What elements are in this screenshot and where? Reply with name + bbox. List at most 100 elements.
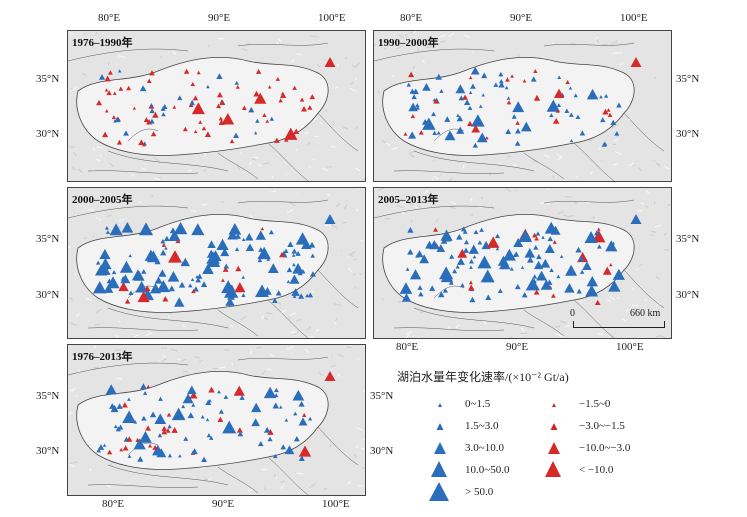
panel-title: 2005–2013年 — [378, 194, 439, 206]
decrease-marker — [104, 75, 111, 82]
lat-tick-label: 30°N — [36, 445, 60, 457]
increase-marker — [449, 254, 455, 259]
increase-marker — [477, 240, 483, 245]
increase-marker — [541, 235, 545, 239]
increase-marker — [455, 264, 460, 269]
increase-marker — [267, 436, 273, 442]
increase-marker — [514, 283, 521, 290]
increase-marker — [308, 241, 316, 248]
decrease-marker — [468, 284, 475, 291]
increase-marker — [480, 269, 495, 283]
decrease-marker — [96, 99, 102, 106]
increase-marker — [527, 256, 534, 263]
decrease-marker — [467, 120, 473, 127]
lat-tick-label: 35°N — [36, 390, 60, 402]
decrease-marker — [262, 113, 267, 117]
decrease-marker — [279, 251, 285, 258]
increase-marker — [267, 263, 279, 274]
legend-label: < −10.0 — [579, 464, 614, 476]
legend-label: > 50.0 — [465, 486, 494, 498]
decrease-marker — [254, 92, 267, 104]
increase-marker — [97, 444, 105, 450]
decrease-marker — [234, 282, 246, 293]
increase-marker — [280, 444, 287, 450]
decrease-marker — [190, 81, 196, 87]
increase-marker — [128, 253, 132, 258]
increase-marker — [113, 119, 117, 123]
increase-marker — [469, 296, 476, 303]
qinghai-lake-marker — [324, 214, 336, 224]
increase-marker — [556, 103, 562, 107]
increase-marker — [257, 440, 264, 447]
decrease-marker — [146, 78, 152, 83]
increase-marker — [149, 411, 157, 418]
increase-marker — [115, 426, 122, 432]
scale-start-label: 0 — [570, 308, 575, 319]
increase-marker — [152, 444, 164, 456]
increase-marker — [455, 84, 466, 94]
increase-marker — [168, 285, 175, 292]
increase-marker — [273, 387, 279, 393]
decrease-marker — [293, 128, 300, 134]
decrease-marker — [273, 137, 280, 143]
increase-marker — [536, 270, 548, 281]
increase-marker — [432, 130, 437, 135]
decrease-marker — [275, 76, 281, 81]
increase-marker — [245, 232, 254, 241]
increase-marker — [289, 274, 300, 284]
increase-marker — [293, 411, 298, 416]
qinghai-lake-marker — [324, 371, 336, 381]
decrease-marker — [485, 136, 489, 140]
increase-marker — [286, 279, 291, 284]
increase-marker — [139, 431, 152, 443]
increase-marker — [471, 114, 485, 127]
increase-marker — [190, 277, 195, 281]
decrease-marker — [265, 119, 270, 123]
decrease-marker — [607, 112, 613, 117]
increase-marker — [511, 114, 517, 119]
increase-marker — [121, 221, 134, 233]
decrease-marker — [253, 90, 260, 97]
increase-marker — [208, 435, 214, 440]
decrease-marker — [165, 428, 171, 433]
lat-tick-label: 30°N — [370, 445, 394, 457]
increase-marker — [127, 397, 131, 401]
increase-marker — [445, 235, 452, 242]
decrease-marker — [515, 120, 520, 125]
legend: 湖泊水量年变化速率/(×10⁻² Gt/a) 0~1.5 1.5~3.0 3.0… — [395, 368, 715, 508]
decrease-marker — [216, 91, 223, 98]
lon-tick-label: 100°E — [620, 12, 648, 24]
increase-marker — [173, 221, 188, 235]
increase-marker — [477, 255, 492, 269]
increase-marker — [436, 244, 446, 253]
increase-marker — [140, 383, 147, 390]
lat-tick-label: 35°N — [676, 73, 700, 85]
qinghai-lake-marker — [324, 57, 336, 67]
decrease-marker — [418, 130, 424, 135]
increase-marker — [187, 412, 195, 419]
decrease-marker — [267, 429, 274, 435]
lat-tick-label: 30°N — [676, 128, 700, 140]
increase-marker — [191, 403, 196, 407]
increase-marker — [258, 247, 264, 252]
legend-title: 湖泊水量年变化速率/(×10⁻² Gt/a) — [397, 370, 569, 384]
increase-marker — [227, 229, 238, 240]
increase-marker — [493, 82, 499, 87]
decrease-marker — [301, 105, 308, 112]
increase-marker — [468, 244, 479, 254]
increase-marker — [513, 237, 524, 247]
increase-marker — [117, 69, 122, 73]
increase-marker — [512, 101, 525, 113]
increase-marker — [105, 230, 110, 234]
decrease-marker — [220, 278, 225, 282]
increase-marker — [158, 396, 163, 401]
increase-marker — [498, 81, 505, 88]
decrease-marker — [403, 132, 408, 136]
increase-marker — [160, 238, 166, 244]
increase-marker — [266, 257, 271, 261]
increase-marker — [241, 293, 246, 297]
increase-marker — [438, 291, 445, 298]
increase-marker — [535, 231, 541, 236]
increase-marker — [298, 401, 305, 407]
lake-markers — [96, 57, 336, 147]
